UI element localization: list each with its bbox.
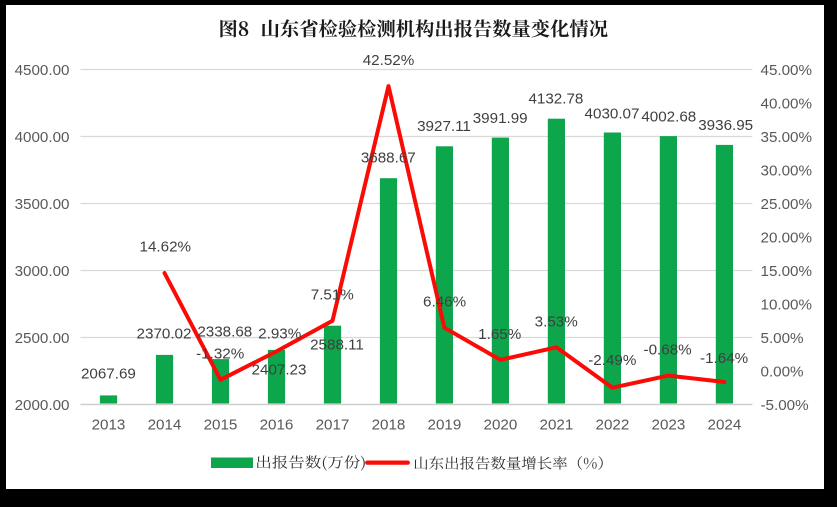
svg-text:4030.07: 4030.07 (585, 105, 640, 122)
svg-text:4500.00: 4500.00 (15, 62, 70, 79)
svg-text:3.53%: 3.53% (535, 314, 578, 331)
svg-text:-5.00%: -5.00% (761, 397, 809, 414)
svg-text:2016: 2016 (260, 417, 294, 434)
svg-text:2500.00: 2500.00 (15, 330, 70, 347)
svg-text:45.00%: 45.00% (761, 62, 813, 79)
svg-text:2022: 2022 (596, 417, 630, 434)
svg-text:3991.99: 3991.99 (473, 110, 528, 127)
svg-text:20.00%: 20.00% (761, 229, 813, 246)
svg-text:-0.68%: -0.68% (644, 342, 692, 359)
svg-text:2024: 2024 (708, 417, 742, 434)
svg-text:4132.78: 4132.78 (528, 91, 583, 108)
svg-text:3927.11: 3927.11 (417, 118, 471, 135)
svg-text:15.00%: 15.00% (761, 263, 813, 280)
svg-text:2020: 2020 (484, 417, 518, 434)
svg-text:3936.95: 3936.95 (698, 117, 753, 134)
svg-text:35.00%: 35.00% (761, 129, 813, 146)
svg-text:-1.32%: -1.32% (196, 346, 244, 363)
svg-text:3500.00: 3500.00 (15, 196, 70, 213)
svg-text:2017: 2017 (316, 417, 350, 434)
svg-text:-1.64%: -1.64% (700, 350, 748, 367)
svg-text:2067.69: 2067.69 (81, 366, 136, 383)
svg-text:10.00%: 10.00% (761, 296, 813, 313)
svg-text:5.00%: 5.00% (761, 330, 804, 347)
svg-text:4000.00: 4000.00 (15, 129, 70, 146)
svg-text:3000.00: 3000.00 (15, 263, 70, 280)
svg-text:2015: 2015 (204, 417, 238, 434)
svg-text:2338.68: 2338.68 (197, 324, 252, 341)
svg-text:2018: 2018 (372, 417, 406, 434)
svg-text:2023: 2023 (652, 417, 686, 434)
svg-text:4002.68: 4002.68 (641, 108, 696, 125)
svg-text:1.65%: 1.65% (478, 326, 521, 343)
svg-text:6.46%: 6.46% (423, 294, 466, 311)
svg-text:30.00%: 30.00% (761, 162, 813, 179)
svg-text:2014: 2014 (148, 417, 182, 434)
svg-text:2019: 2019 (428, 417, 462, 434)
svg-text:42.52%: 42.52% (363, 52, 415, 69)
svg-text:2370.02: 2370.02 (137, 326, 192, 343)
svg-text:2588.11: 2588.11 (310, 337, 364, 354)
svg-text:40.00%: 40.00% (761, 95, 813, 112)
svg-text:7.51%: 7.51% (311, 287, 354, 304)
svg-text:2000.00: 2000.00 (15, 397, 70, 414)
svg-text:-2.49%: -2.49% (588, 352, 636, 369)
svg-text:2.93%: 2.93% (258, 325, 301, 342)
svg-text:3688.67: 3688.67 (361, 150, 416, 167)
svg-text:2407.23: 2407.23 (252, 361, 307, 378)
svg-text:2013: 2013 (92, 417, 126, 434)
svg-text:2021: 2021 (540, 417, 574, 434)
svg-text:25.00%: 25.00% (761, 196, 813, 213)
svg-text:14.62%: 14.62% (140, 239, 192, 256)
svg-text:0.00%: 0.00% (761, 363, 804, 380)
